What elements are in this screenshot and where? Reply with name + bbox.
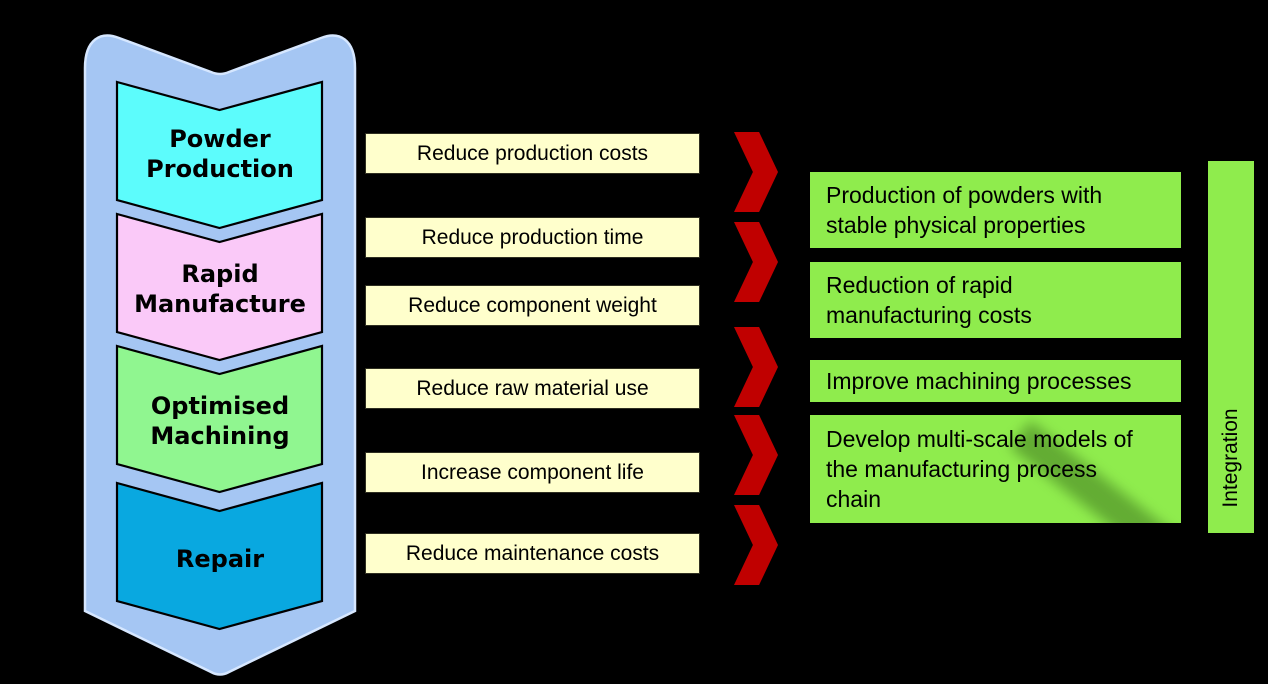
- goal-box-reduce-production-costs: Reduce production costs: [365, 133, 700, 174]
- stage-label-powder-production: Powder Production: [146, 125, 294, 183]
- stage-chevron-repair: [115, 481, 324, 631]
- outcome-box-improve-machining: Improve machining processes: [810, 360, 1181, 402]
- stage-label-repair: Repair: [175, 545, 265, 573]
- flow-arrow-icon: [734, 222, 778, 302]
- integration-bar: [1208, 161, 1254, 533]
- integration-label: Integration: [1219, 408, 1242, 508]
- outcome-text: Develop multi-scale models of the manufa…: [826, 426, 1133, 512]
- outcome-box-powder-properties: Production of powders with stable physic…: [810, 172, 1181, 248]
- goal-box-reduce-maintenance-costs: Reduce maintenance costs: [365, 533, 700, 574]
- flow-arrow-icon: [734, 415, 778, 495]
- goal-box-increase-component-life: Increase component life: [365, 452, 700, 493]
- outcome-text: Reduction of rapid manufacturing costs: [826, 272, 1032, 328]
- outcome-box-rapid-manufacturing-costs: Reduction of rapid manufacturing costs: [810, 262, 1181, 338]
- outcome-text: Improve machining processes: [826, 368, 1132, 394]
- outcome-text: Production of powders with stable physic…: [826, 182, 1103, 238]
- stage-chevron-optimised-machining: [115, 344, 324, 494]
- flow-arrow-icon: [734, 505, 778, 585]
- stage-label-optimised-machining: Optimised Machining: [150, 392, 290, 450]
- flow-arrow-icon: [734, 327, 778, 407]
- goal-box-reduce-production-time: Reduce production time: [365, 217, 700, 258]
- funnel-arrow-graphic: [83, 34, 357, 676]
- outcome-box-multiscale-models: Develop multi-scale models of the manufa…: [810, 415, 1181, 523]
- stage-label-rapid-manufacture: Rapid Manufacture: [134, 260, 306, 318]
- goal-box-reduce-component-weight: Reduce component weight: [365, 285, 700, 326]
- goal-box-reduce-raw-material-use: Reduce raw material use: [365, 368, 700, 409]
- stage-chevron-rapid-manufacture: [115, 212, 324, 362]
- stage-chevron-powder-production: [115, 80, 324, 230]
- flow-arrow-icon: [734, 132, 778, 212]
